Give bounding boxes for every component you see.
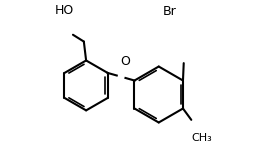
Text: O: O [120, 55, 130, 69]
Text: HO: HO [54, 4, 74, 17]
Text: CH₃: CH₃ [191, 133, 212, 143]
Text: Br: Br [163, 5, 176, 18]
